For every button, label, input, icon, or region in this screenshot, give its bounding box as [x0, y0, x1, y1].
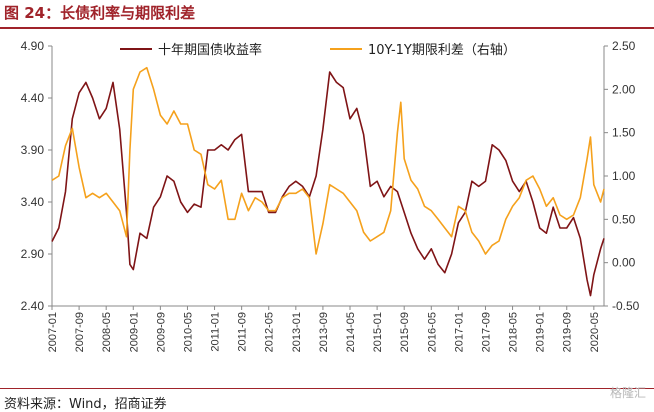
y-left-tick-label: 3.90 [21, 143, 45, 157]
series-layer [51, 66, 605, 297]
y-left-tick-label: 4.40 [21, 91, 45, 105]
y-right-tick-label: 2.50 [612, 39, 636, 53]
line-chart: 4.90 4.40 3.90 3.40 2.90 2.40 2.50 2.00 1.50 1.0… [21, 39, 640, 352]
y-left-tick-label: 2.90 [21, 247, 45, 261]
x-tick-label: 2020-05 [589, 312, 601, 352]
y-left-tick-label: 3.40 [21, 195, 45, 209]
source-note: 资料来源：Wind，招商证券 [4, 397, 167, 412]
y-right-tick-label: -0.50 [612, 299, 640, 313]
x-tick-label: 2010-05 [182, 312, 194, 352]
title-rule [0, 27, 654, 29]
x-tick-label: 2019-01 [535, 312, 547, 352]
bottom-rule [0, 388, 654, 389]
y-right-tick-label: 0.50 [612, 212, 636, 226]
x-axis: 2007-01 2007-09 2008-05 2009-01 2009-09 2010-… [47, 306, 601, 352]
x-tick-label: 2012-05 [264, 312, 276, 352]
x-tick-label: 2007-09 [74, 312, 86, 352]
legend: 十年期国债收益率 10Y-1Y期限利差（右轴） [120, 42, 516, 58]
legend-label-2: 10Y-1Y期限利差（右轴） [368, 43, 516, 58]
y-left-tick-label: 2.40 [21, 299, 45, 313]
x-tick-label: 2015-09 [399, 312, 411, 352]
x-tick-label: 2017-01 [453, 312, 465, 352]
figure-title: 图 24：长债利率与期限利差 [4, 4, 196, 22]
series-line-1 [51, 71, 605, 297]
y-left-tick-label: 4.90 [21, 39, 45, 53]
x-tick-label: 2009-01 [128, 312, 140, 352]
x-tick-label: 2007-01 [47, 312, 59, 352]
x-tick-label: 2011-09 [237, 312, 249, 352]
x-tick-label: 2019-09 [562, 312, 574, 352]
x-tick-label: 2011-01 [210, 312, 222, 352]
y-right-tick-label: 2.00 [612, 82, 636, 96]
x-tick-label: 2013-01 [291, 312, 303, 352]
y-right-tick-label: 0.00 [612, 256, 636, 270]
x-tick-label: 2018-05 [508, 312, 520, 352]
legend-label-1: 十年期国债收益率 [158, 42, 262, 58]
y-axis-left: 4.90 4.40 3.90 3.40 2.90 2.40 [21, 39, 52, 313]
watermark-logo: 格隆汇 [609, 386, 646, 400]
y-right-tick-label: 1.50 [612, 126, 636, 140]
x-tick-label: 2013-09 [318, 312, 330, 352]
x-tick-label: 2015-01 [372, 312, 384, 352]
x-tick-label: 2014-05 [345, 312, 357, 352]
y-axis-right: 2.50 2.00 1.50 1.00 0.50 0.00 -0.50 [604, 39, 640, 313]
x-tick-label: 2016-05 [426, 312, 438, 352]
x-tick-label: 2017-09 [480, 312, 492, 352]
y-right-tick-label: 1.00 [612, 169, 636, 183]
x-tick-label: 2008-05 [101, 312, 113, 352]
x-tick-label: 2009-09 [155, 312, 167, 352]
series-line-2 [51, 66, 605, 255]
